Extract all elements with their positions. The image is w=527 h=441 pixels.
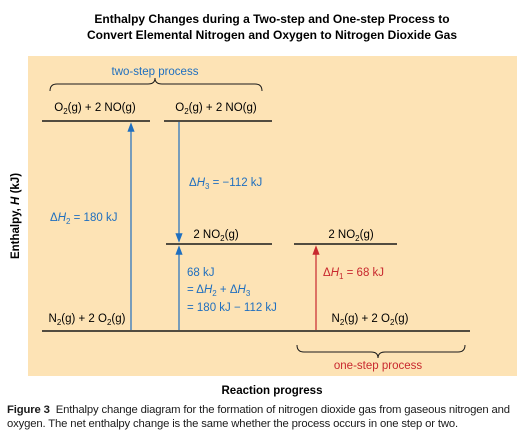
level-mid-right-label: 2 NO2(g) xyxy=(328,229,374,243)
sum-line-1: 68 kJ xyxy=(187,267,215,279)
level-top-right-label: O2(g) + 2 NO(g) xyxy=(175,102,257,116)
one-step-label: one-step process xyxy=(334,360,422,372)
sum-line-2: = ΔH2 + ΔH3 xyxy=(187,284,251,298)
two-step-brace xyxy=(49,77,263,92)
sum-line-3: = 180 kJ − 112 kJ xyxy=(187,302,277,314)
x-axis-label: Reaction progress xyxy=(222,385,323,397)
level-bottom-left-label: N2(g) + 2 O2(g) xyxy=(49,313,126,327)
level-mid-left-label: 2 NO2(g) xyxy=(193,229,239,243)
y-axis-label: Enthalpy, H (kJ) xyxy=(10,173,22,259)
two-step-label: two-step process xyxy=(112,66,199,78)
diagram-panel xyxy=(28,56,517,376)
figure-caption: Figure 3 Enthalpy change diagram for the… xyxy=(7,403,522,431)
title-line-2: Convert Elemental Nitrogen and Oxygen to… xyxy=(87,28,457,42)
one-step-brace xyxy=(296,344,466,359)
dh1-label: ΔH1 = 68 kJ xyxy=(323,267,384,281)
dh3-label: ΔH3 = −112 kJ xyxy=(189,177,262,191)
figure-label: Figure 3 xyxy=(7,404,50,416)
title-line-1: Enthalpy Changes during a Two-step and O… xyxy=(94,12,449,26)
level-top-left-label: O2(g) + 2 NO(g) xyxy=(54,102,136,116)
dh2-label: ΔH2 = 180 kJ xyxy=(50,212,117,226)
level-bottom-right-label: N2(g) + 2 O2(g) xyxy=(332,313,409,327)
figure-caption-text: Enthalpy change diagram for the formatio… xyxy=(7,404,510,430)
